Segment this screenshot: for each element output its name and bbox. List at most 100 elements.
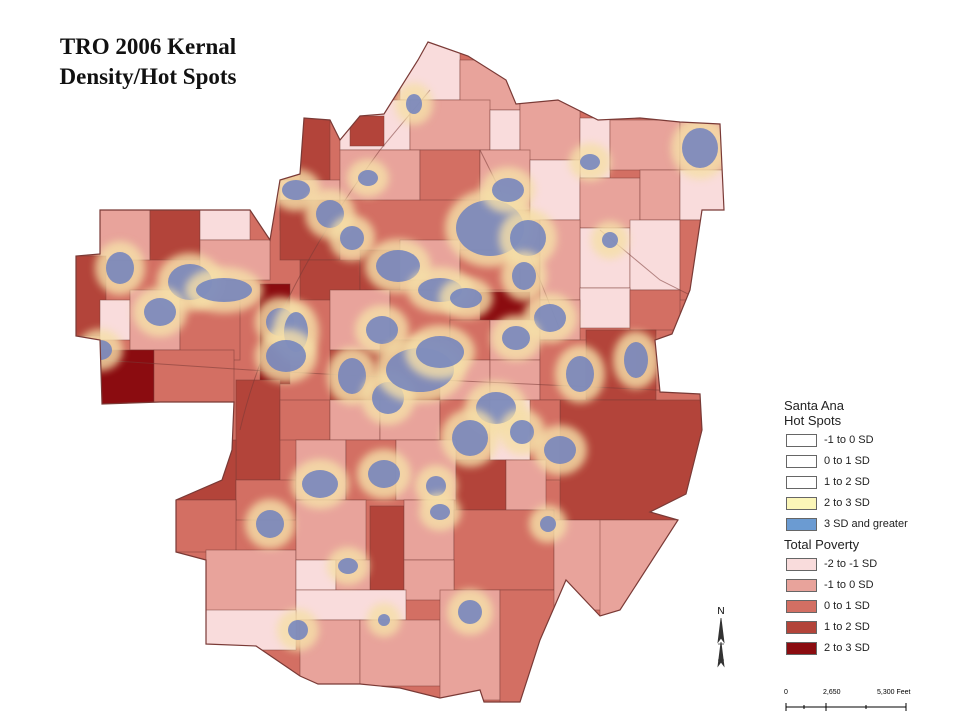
- hotspot-legend-label: 1 to 2 SD: [824, 476, 870, 488]
- hotspot-core: [376, 250, 420, 282]
- hotspot-core: [416, 336, 464, 368]
- poverty-swatch: [786, 558, 817, 571]
- poverty-legend-item: 1 to 2 SD: [784, 618, 954, 639]
- hotspot-area: [405, 325, 475, 379]
- tract: [149, 209, 201, 261]
- map-title: TRO 2006 Kernal Density/Hot Spots: [18, 32, 278, 92]
- tract: [639, 169, 681, 221]
- hotspot-area: [499, 209, 557, 267]
- poverty-swatch: [786, 642, 817, 655]
- poverty-swatch: [786, 600, 817, 613]
- hotspot-area: [185, 267, 263, 313]
- hotspot-area: [357, 449, 411, 499]
- north-arrow-icon: [717, 617, 725, 668]
- scale-bar-graphic: [785, 703, 907, 711]
- hotspot-area: [569, 143, 611, 181]
- hotspot-area: [491, 315, 541, 361]
- hotspot-area: [501, 251, 547, 301]
- hotspot-core: [510, 220, 546, 256]
- poverty-legend-item: -2 to -1 SD: [784, 555, 954, 576]
- hotspot-area: [95, 241, 145, 295]
- scale-tick-label: 5,300 Feet: [877, 689, 911, 696]
- tract: [505, 459, 547, 511]
- poverty-legend-item: 2 to 3 SD: [784, 639, 954, 660]
- poverty-legend-label: 1 to 2 SD: [824, 621, 870, 633]
- poverty-legend-label: 2 to 3 SD: [824, 642, 870, 654]
- hotspot-area: [555, 345, 605, 403]
- poverty-legend-item: -1 to 0 SD: [784, 576, 954, 597]
- hotspots-legend-list: -1 to 0 SD 0 to 1 SD 1 to 2 SD 2 to 3 SD 3 S…: [784, 431, 954, 536]
- hotspot-core: [288, 620, 308, 640]
- hotspot-core: [492, 178, 524, 202]
- hotspot-area: [613, 331, 659, 389]
- hotspot-legend-item: 2 to 3 SD: [784, 494, 954, 515]
- hotspot-core: [450, 288, 482, 308]
- hotspot-core: [430, 504, 450, 520]
- hotspot-area: [329, 215, 375, 261]
- hotspot-core: [426, 476, 446, 496]
- hotspot-area: [291, 459, 349, 509]
- hotspot-area: [245, 499, 295, 549]
- hotspot-core: [378, 614, 390, 626]
- poverty-legend-label: -2 to -1 SD: [824, 558, 878, 570]
- tract: [579, 287, 631, 329]
- hotspot-area: [327, 547, 369, 585]
- hotspot-core: [502, 326, 530, 350]
- poverty-legend-label: 0 to 1 SD: [824, 600, 870, 612]
- map-title-line-2: Density/Hot Spots: [59, 64, 237, 89]
- hotspot-core: [406, 94, 422, 114]
- hotspot-core: [512, 262, 536, 290]
- tract: [629, 289, 681, 331]
- hotspot-core: [544, 436, 576, 464]
- hotspot-core: [340, 226, 364, 250]
- hotspots-legend-heading-1: Santa Ana: [784, 398, 844, 413]
- tract: [455, 459, 507, 511]
- hotspot-area: [529, 505, 567, 543]
- hotspot-legend-label: 3 SD and greater: [824, 518, 908, 530]
- hotspot-swatch: [786, 497, 817, 510]
- hotspot-core: [338, 358, 366, 394]
- hotspot-area: [133, 287, 187, 337]
- hotspot-area: [419, 493, 461, 531]
- tract: [369, 505, 405, 591]
- hotspot-legend-item: 1 to 2 SD: [784, 473, 954, 494]
- scale-tick-label: 0: [784, 689, 788, 696]
- poverty-swatch: [786, 621, 817, 634]
- poverty-legend-list: -2 to -1 SD -1 to 0 SD 0 to 1 SD 1 to 2 SD 2…: [784, 555, 954, 660]
- hotspot-legend-item: 3 SD and greater: [784, 515, 954, 536]
- hotspot-core: [452, 420, 488, 456]
- north-label: N: [717, 606, 724, 617]
- hotspot-swatch: [786, 476, 817, 489]
- hotspot-core: [358, 170, 378, 186]
- scale-bar: 0 2,650 5,300 Feet: [784, 689, 934, 719]
- hotspot-area: [347, 159, 389, 197]
- hotspot-core: [196, 278, 252, 302]
- hotspot-legend-item: -1 to 0 SD: [784, 431, 954, 452]
- hotspot-area: [439, 277, 493, 319]
- hotspot-core: [682, 128, 718, 168]
- tract: [349, 115, 385, 147]
- hotspot-area: [591, 221, 629, 259]
- hotspot-swatch: [786, 434, 817, 447]
- hotspot-legend-label: -1 to 0 SD: [824, 434, 874, 446]
- poverty-legend-label: -1 to 0 SD: [824, 579, 874, 591]
- hotspot-core: [510, 420, 534, 444]
- north-arrow: N: [717, 606, 725, 668]
- hotspot-swatch: [786, 455, 817, 468]
- hotspot-core: [580, 154, 600, 170]
- hotspot-core: [366, 316, 398, 344]
- tract: [629, 219, 681, 291]
- hotspot-core: [540, 516, 556, 532]
- hotspot-area: [367, 603, 401, 637]
- hotspot-area: [671, 117, 724, 179]
- hotspot-core: [458, 600, 482, 624]
- hotspot-core: [624, 342, 648, 378]
- hotspot-core: [302, 470, 338, 498]
- hotspot-legend-item: 0 to 1 SD: [784, 452, 954, 473]
- hotspot-area: [395, 83, 433, 125]
- hotspot-area: [255, 329, 317, 383]
- tract: [279, 399, 331, 441]
- tract: [235, 379, 281, 481]
- hotspots-legend-heading-2: Hot Spots: [784, 413, 842, 428]
